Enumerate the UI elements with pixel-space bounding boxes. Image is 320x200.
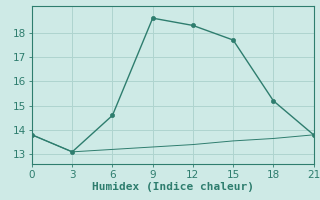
X-axis label: Humidex (Indice chaleur): Humidex (Indice chaleur) bbox=[92, 182, 254, 192]
